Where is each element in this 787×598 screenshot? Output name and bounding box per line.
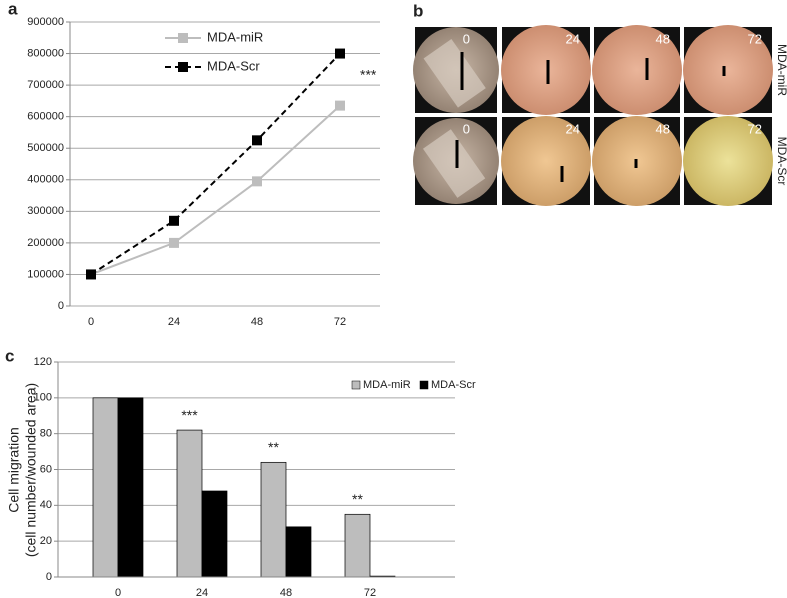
time-label: 72	[748, 121, 762, 136]
panel-label: c	[5, 346, 14, 365]
micrograph-grid	[413, 25, 773, 206]
x-tick-label: 48	[280, 587, 292, 598]
legend-label: MDA-miR	[207, 29, 263, 44]
marker	[86, 269, 96, 280]
y-tick-label: 900000	[27, 16, 64, 28]
y-tick-label: 200000	[27, 237, 64, 249]
marker	[252, 135, 262, 146]
time-label: 24	[566, 31, 580, 46]
y-tick-label: 0	[58, 300, 64, 312]
time-label: 0	[463, 31, 470, 46]
x-tick-label: 0	[115, 587, 121, 598]
y-axis-label: Cell migration	[6, 427, 22, 513]
x-tick-label: 24	[168, 316, 180, 328]
x-tick-label: 72	[364, 587, 376, 598]
y-tick-label: 500000	[27, 142, 64, 154]
annotation: ***	[181, 407, 198, 423]
legend-label: MDA-miR	[363, 379, 411, 391]
legend-label: MDA-Scr	[431, 379, 476, 391]
time-label: 48	[656, 121, 670, 136]
y-tick-label: 20	[40, 535, 52, 547]
x-tick-label: 48	[251, 316, 263, 328]
line	[90, 104, 341, 276]
x-tick-label: 24	[196, 587, 208, 598]
bar	[92, 397, 119, 578]
y-tick-label: 80	[40, 428, 52, 440]
y-tick-label: 60	[40, 463, 52, 475]
panel-label: b	[413, 1, 423, 20]
x-tick-label: 0	[88, 316, 94, 328]
legend-label: MDA-Scr	[207, 58, 260, 73]
annotation: **	[352, 491, 363, 507]
bar	[260, 461, 287, 578]
legend-swatch	[351, 380, 361, 390]
y-tick-label: 600000	[27, 111, 64, 123]
bar	[344, 513, 371, 578]
y-tick-label: 800000	[27, 47, 64, 59]
y-tick-label: 0	[46, 571, 52, 583]
y-tick-label: 40	[40, 499, 52, 511]
legend-marker	[178, 33, 188, 43]
marker	[252, 176, 262, 187]
time-label: 0	[463, 121, 470, 136]
marker	[335, 48, 345, 59]
y-tick-label: 300000	[27, 205, 64, 217]
y-tick-label: 100000	[27, 268, 64, 280]
marker	[169, 215, 179, 226]
legend-marker	[178, 62, 188, 72]
bar	[201, 490, 228, 578]
row-label: MDA-miR	[775, 44, 787, 96]
marker	[169, 237, 179, 248]
y-tick-label: 400000	[27, 174, 64, 186]
legend-swatch	[419, 380, 429, 390]
time-label: 24	[566, 121, 580, 136]
y-axis-label: (cell number/wounded area)	[23, 383, 39, 557]
annotation: ***	[360, 66, 377, 82]
line	[90, 52, 341, 276]
time-label: 72	[748, 31, 762, 46]
y-tick-label: 700000	[27, 79, 64, 91]
x-tick-label: 72	[334, 316, 346, 328]
panel-label: a	[8, 0, 18, 18]
time-label: 48	[656, 31, 670, 46]
row-label: MDA-Scr	[775, 137, 787, 186]
bar	[176, 429, 203, 578]
y-tick-label: 120	[34, 356, 52, 368]
bar	[117, 397, 144, 578]
y-tick-label: 100	[34, 392, 52, 404]
annotation: **	[268, 439, 279, 455]
marker	[335, 100, 345, 111]
bar	[285, 526, 312, 578]
